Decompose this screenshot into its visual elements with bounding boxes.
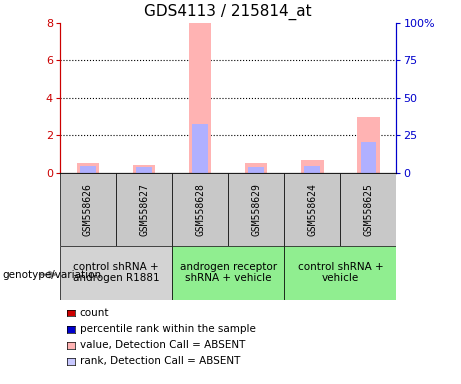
- Text: GSM558626: GSM558626: [83, 183, 93, 236]
- Bar: [189, 23, 211, 173]
- Bar: [136, 167, 152, 173]
- Bar: [301, 160, 324, 173]
- Bar: [116, 173, 172, 246]
- Text: value, Detection Call = ABSENT: value, Detection Call = ABSENT: [80, 340, 245, 350]
- Text: genotype/variation: genotype/variation: [2, 270, 101, 280]
- Title: GDS4113 / 215814_at: GDS4113 / 215814_at: [144, 4, 312, 20]
- Bar: [77, 162, 99, 173]
- Bar: [248, 167, 264, 173]
- Bar: [340, 173, 396, 246]
- Text: rank, Detection Call = ABSENT: rank, Detection Call = ABSENT: [80, 356, 240, 366]
- Bar: [60, 246, 172, 300]
- Bar: [172, 173, 228, 246]
- Bar: [172, 246, 284, 300]
- Bar: [133, 165, 155, 173]
- Bar: [361, 142, 376, 173]
- Text: count: count: [80, 308, 109, 318]
- Bar: [192, 124, 208, 173]
- Text: percentile rank within the sample: percentile rank within the sample: [80, 324, 256, 334]
- Text: control shRNA +
androgen R1881: control shRNA + androgen R1881: [73, 262, 160, 283]
- Text: GSM558629: GSM558629: [251, 183, 261, 236]
- Bar: [284, 173, 340, 246]
- Bar: [245, 163, 267, 173]
- Bar: [228, 173, 284, 246]
- Text: GSM558628: GSM558628: [195, 183, 205, 236]
- Bar: [60, 173, 116, 246]
- Text: control shRNA +
vehicle: control shRNA + vehicle: [297, 262, 383, 283]
- Bar: [284, 246, 396, 300]
- Text: GSM558627: GSM558627: [139, 183, 149, 236]
- Text: androgen receptor
shRNA + vehicle: androgen receptor shRNA + vehicle: [180, 262, 277, 283]
- Text: GSM558625: GSM558625: [363, 183, 373, 236]
- Bar: [357, 117, 379, 173]
- Text: GSM558624: GSM558624: [307, 183, 317, 236]
- Bar: [304, 166, 320, 173]
- Bar: [80, 166, 96, 173]
